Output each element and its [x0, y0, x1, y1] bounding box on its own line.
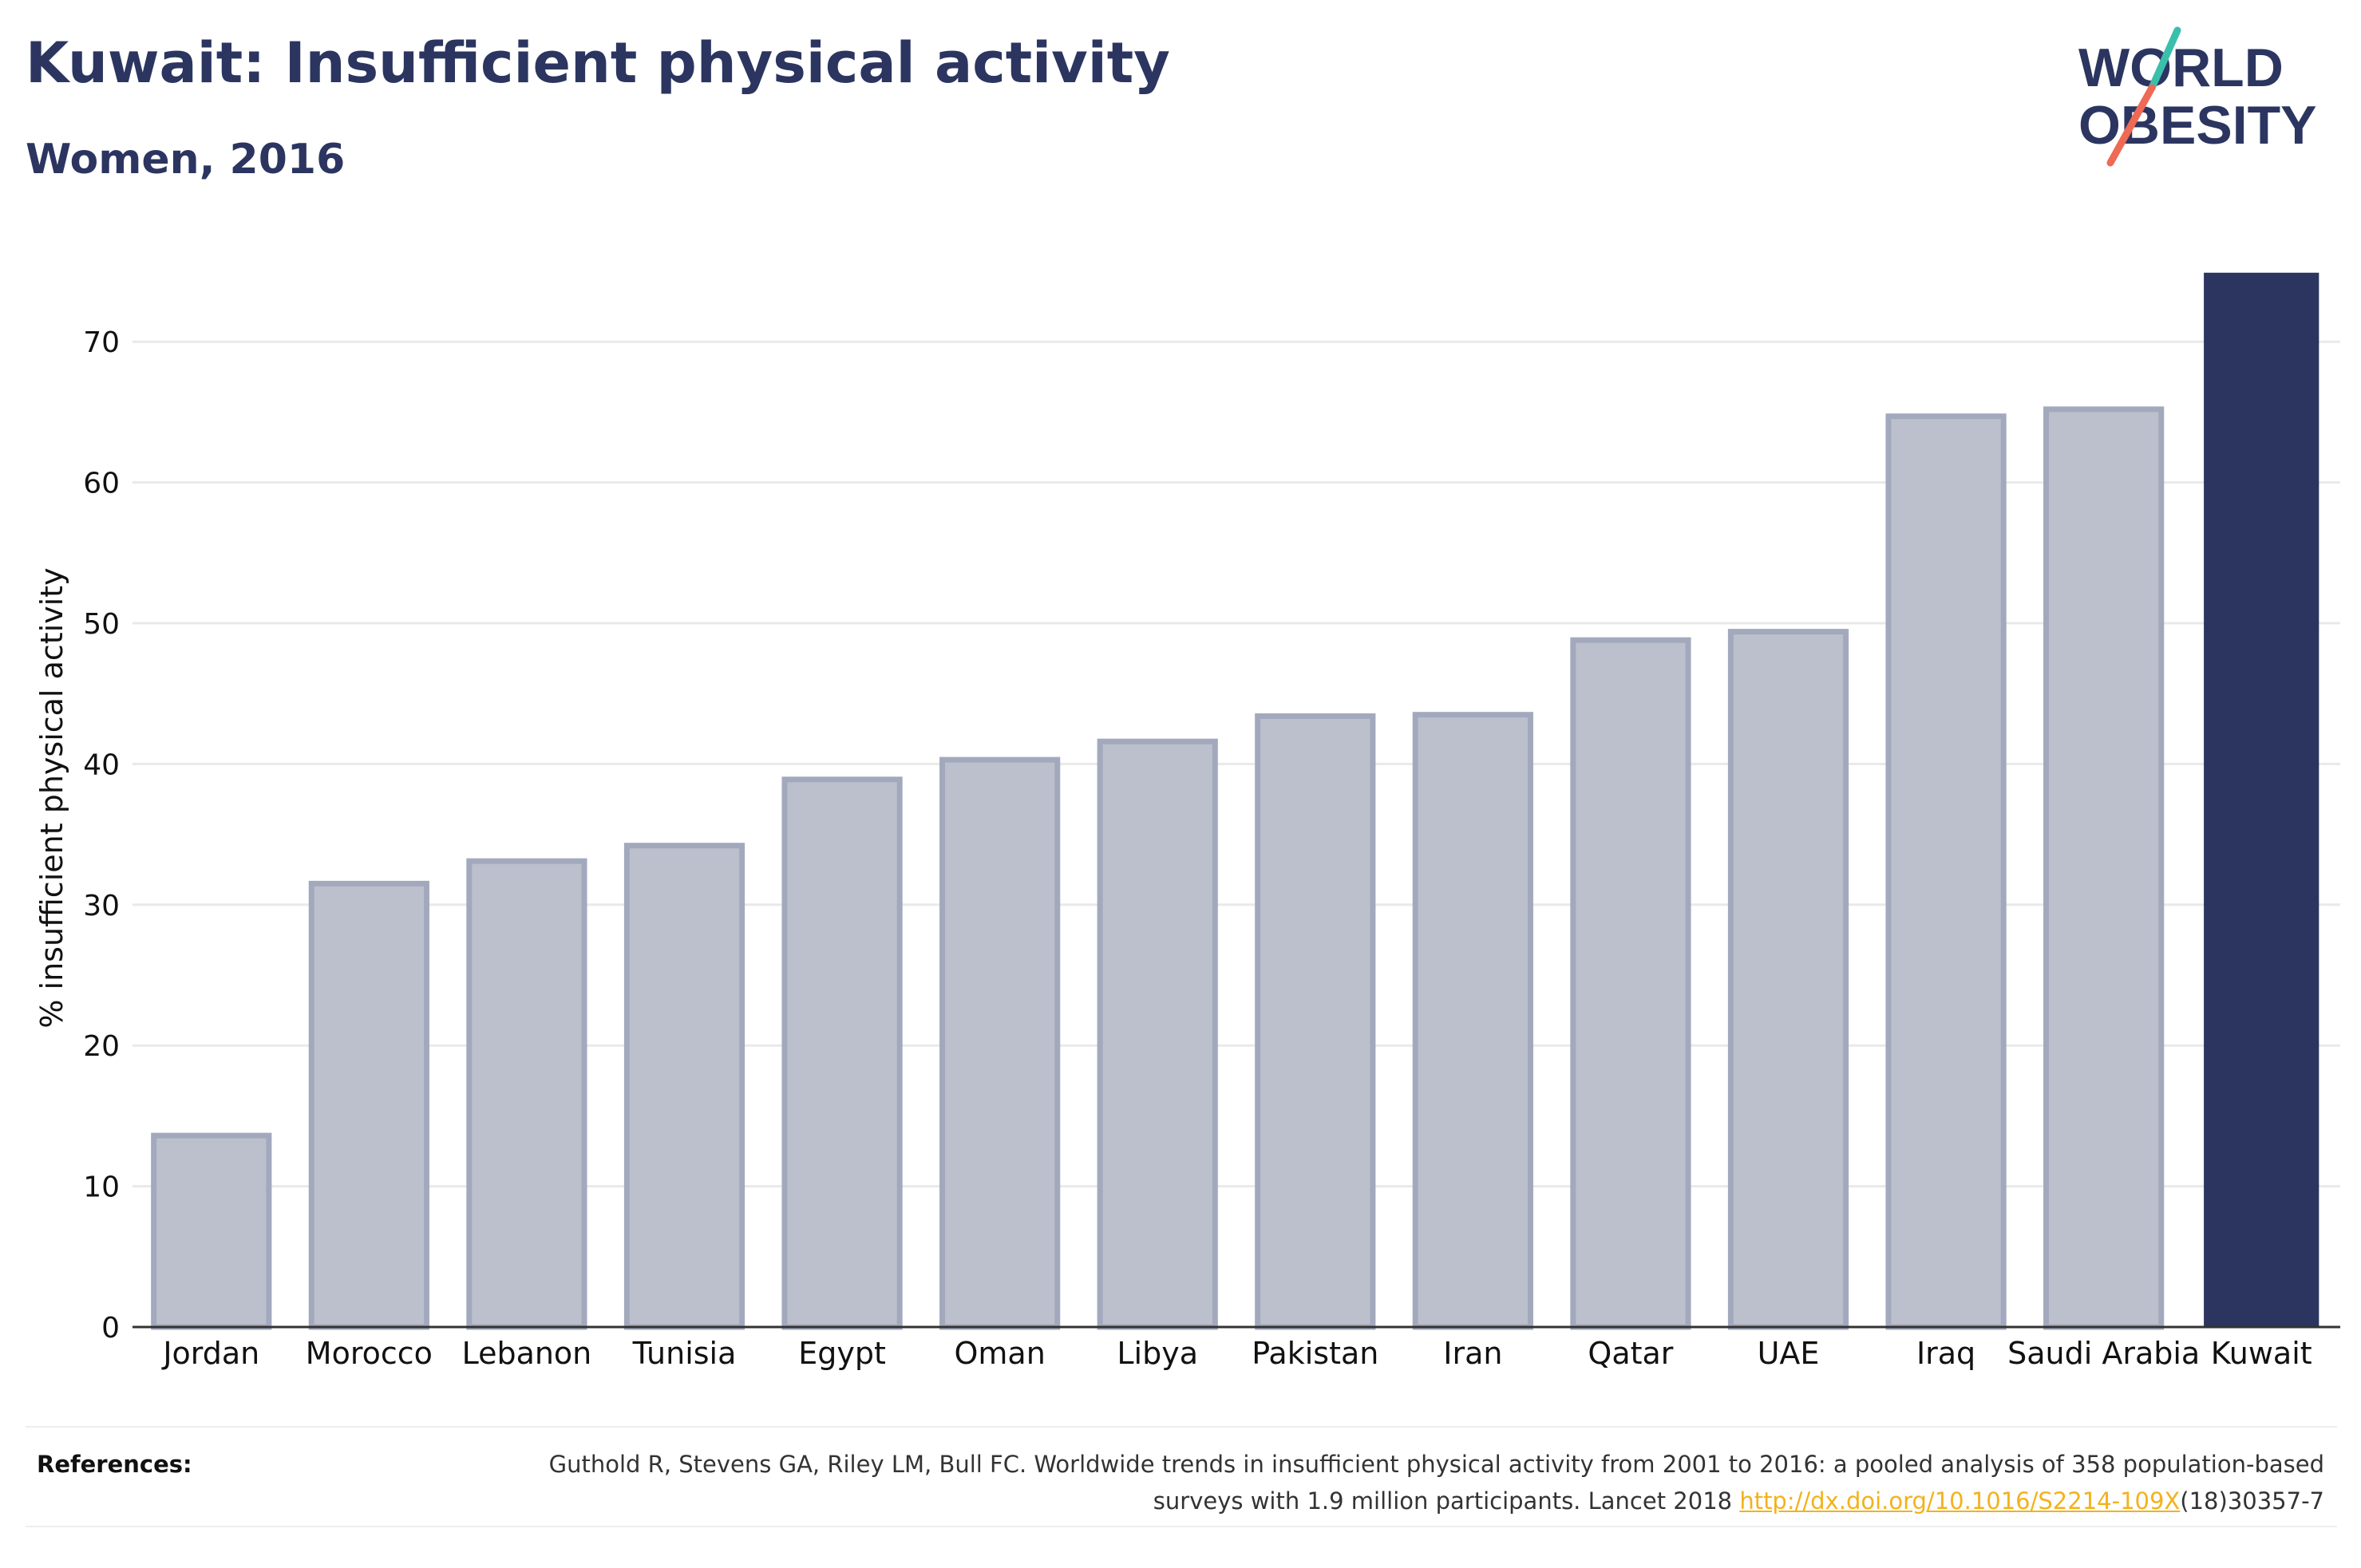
x-tick-label: Qatar — [1588, 1336, 1673, 1371]
x-tick-label: Morocco — [306, 1336, 433, 1371]
x-tick-label: Iraq — [1916, 1336, 1975, 1371]
bar-pakistan — [1255, 713, 1376, 1330]
x-tick-label: UAE — [1758, 1336, 1820, 1371]
reference-doi-link[interactable]: http://dx.doi.org/10.1016/S2214-109X — [1739, 1487, 2181, 1515]
footer-divider-top — [26, 1426, 2337, 1428]
bars — [151, 272, 2319, 1330]
y-axis-label: % insufficient physical activity — [34, 567, 69, 1028]
bar-saudi-arabia — [2043, 406, 2165, 1330]
x-tick-label: Jordan — [161, 1336, 259, 1371]
x-tick-label: Egypt — [798, 1336, 886, 1371]
logo-slash-top — [2148, 26, 2181, 92]
chart-title: Kuwait: Insufficient physical activity — [26, 30, 1170, 96]
y-tick-label: 50 — [83, 608, 120, 641]
bar-egypt — [781, 776, 903, 1330]
x-tick-label: Oman — [954, 1336, 1045, 1371]
chart-subtitle: Women, 2016 — [26, 136, 346, 184]
logo-line-1: WORLD — [2078, 38, 2284, 98]
gridlines — [132, 340, 2340, 1188]
y-tick-label: 60 — [83, 468, 120, 500]
bar-lebanon — [466, 858, 587, 1330]
bar-uae — [1727, 629, 1849, 1330]
y-tick-label: 70 — [83, 326, 120, 359]
bar-kuwait — [2204, 272, 2319, 1327]
y-tick-label: 30 — [83, 890, 120, 922]
y-tick-label: 20 — [83, 1030, 120, 1063]
y-tick-label: 40 — [83, 748, 120, 781]
x-tick-label: Iran — [1443, 1336, 1502, 1371]
footer-divider-bottom — [26, 1526, 2337, 1527]
y-tick-label: 0 — [101, 1312, 120, 1345]
x-tick-label: Pakistan — [1252, 1336, 1378, 1371]
y-tick-label: 10 — [83, 1171, 120, 1204]
x-tick-label: Libya — [1117, 1336, 1198, 1371]
references-text: Guthold R, Stevens GA, Riley LM, Bull FC… — [488, 1446, 2324, 1519]
logo-slash-bottom — [2106, 84, 2156, 167]
bar-tunisia — [623, 843, 745, 1330]
x-tick-label: Tunisia — [632, 1336, 737, 1371]
reference-citation-end: (18)30357-7 — [2180, 1487, 2324, 1515]
x-tick-label: Saudi Arabia — [2007, 1336, 2200, 1371]
bar-iraq — [1885, 413, 2007, 1330]
bar-morocco — [308, 880, 429, 1330]
x-tick-label: Lebanon — [462, 1336, 592, 1371]
axes: 0 10 20 30 40 50 60 70 Jordan Morocco Lebanon Tunis… — [83, 326, 2340, 1371]
x-tick-label: Kuwait — [2211, 1336, 2312, 1371]
bar-qatar — [1570, 637, 1691, 1330]
bar-iran — [1412, 712, 1533, 1330]
world-obesity-logo: WORLD OBESITY — [2078, 26, 2317, 167]
bar-jordan — [151, 1132, 272, 1330]
references-label: References: — [37, 1451, 192, 1478]
reference-citation: Guthold R, Stevens GA, Riley LM, Bull FC… — [548, 1451, 2324, 1515]
bar-libya — [1097, 738, 1218, 1330]
bar-oman — [939, 756, 1061, 1330]
